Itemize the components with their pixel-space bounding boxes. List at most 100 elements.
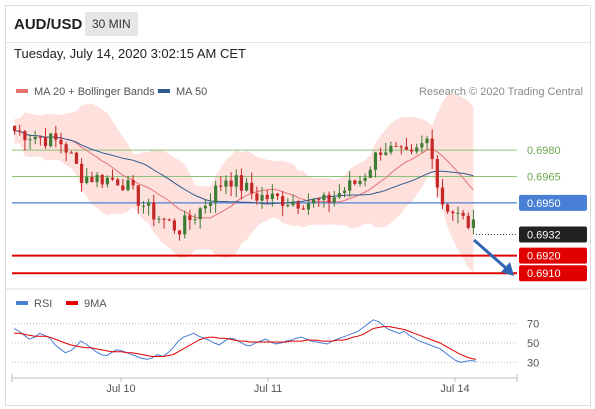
timeframe-badge[interactable]: 30 MIN — [85, 12, 138, 36]
level-label-0.6980: 0.6980 — [527, 145, 561, 157]
candle-body — [332, 197, 336, 203]
candle-body — [95, 174, 99, 183]
forecast-arrow-head — [501, 262, 514, 276]
candle-body — [152, 202, 156, 220]
candle-body — [409, 149, 414, 152]
candle-body — [255, 193, 259, 201]
candle-body — [198, 208, 202, 220]
candle-body — [260, 194, 264, 201]
candle-body — [399, 146, 403, 148]
candle-body — [301, 208, 305, 210]
ma9-legend-label: 9MA — [84, 298, 107, 310]
candle-body — [219, 185, 223, 187]
candle-body — [286, 205, 290, 207]
candle-body — [379, 152, 383, 155]
candle-body — [203, 205, 207, 209]
level-label-0.6965: 0.6965 — [527, 172, 561, 184]
time-tick-label: Jul 10 — [106, 383, 135, 395]
candle-body — [353, 180, 357, 184]
ma9-legend-swatch — [66, 301, 78, 305]
candle-body — [368, 169, 372, 178]
candle-body — [291, 201, 295, 206]
chart-header: AUD/USD 30 MIN — [6, 6, 590, 43]
candle-body — [466, 215, 470, 228]
price-labels: 0.6980 0.6965 0.6950 0.6920 0.6910 0.6932 — [519, 145, 587, 282]
candle-body — [136, 185, 140, 206]
candle-body — [38, 137, 42, 139]
candle-body — [105, 177, 109, 185]
rsi-pane: 70 50 30 — [12, 319, 539, 369]
ma50-line — [14, 130, 474, 205]
candle-body — [234, 175, 238, 187]
candle-body — [100, 174, 104, 185]
ma50-legend-label: MA 50 — [176, 86, 207, 98]
candle-body — [239, 175, 244, 191]
candle-body — [208, 202, 213, 206]
level-badge-0.6920 — [519, 247, 587, 264]
ma20-legend-swatch — [16, 89, 28, 93]
candle-body — [312, 199, 316, 204]
candle-body — [456, 212, 460, 214]
candle-body — [317, 199, 321, 201]
candle-body — [224, 180, 228, 187]
candle-body — [322, 194, 326, 201]
candle-body — [162, 218, 166, 220]
rsi-tick-label: 70 — [527, 319, 539, 331]
candle-body — [404, 146, 408, 150]
candle-body — [69, 152, 73, 154]
candle-body — [306, 203, 311, 210]
candle-body — [183, 215, 187, 235]
rsi-ma9-line — [14, 326, 477, 360]
candle-body — [281, 196, 285, 206]
candle-body — [141, 205, 146, 207]
candle-body — [193, 219, 197, 221]
level-label-0.6950: 0.6950 — [527, 198, 561, 210]
candle-body — [110, 177, 115, 180]
candle-body — [415, 147, 419, 152]
current-price-badge — [519, 226, 587, 243]
candle-body — [451, 211, 455, 214]
candle-body — [384, 152, 388, 155]
candle-body — [389, 145, 393, 153]
candle-body — [229, 180, 233, 187]
candle-body — [337, 192, 341, 198]
candle-body — [54, 133, 58, 140]
candles — [12, 124, 476, 241]
time-tick-label: Jul 14 — [440, 383, 469, 395]
candle-body — [296, 201, 300, 209]
candle-body — [85, 176, 89, 183]
ma20-legend-label: MA 20 + Bollinger Bands — [34, 86, 155, 98]
candle-body — [358, 180, 362, 184]
candle-body — [157, 218, 161, 220]
candle-body — [23, 131, 27, 141]
level-badge-0.6950 — [519, 194, 587, 211]
candle-body — [435, 159, 439, 188]
candle-body — [446, 204, 450, 212]
level-badge-0.6910 — [519, 265, 587, 282]
candle-body — [270, 193, 274, 200]
candle-body — [12, 125, 17, 131]
candle-body — [348, 180, 352, 191]
candle-body — [342, 190, 347, 193]
candle-body — [28, 139, 32, 141]
candle-body — [80, 163, 84, 183]
level-label-0.6910: 0.6910 — [527, 268, 561, 280]
candle-body — [177, 230, 182, 235]
level-label-0.6920: 0.6920 — [527, 251, 561, 263]
rsi-tick-label: 30 — [527, 357, 539, 369]
candle-body — [64, 144, 68, 153]
credit-text: Research © 2020 Trading Central — [419, 86, 583, 98]
candle-body — [33, 137, 37, 140]
candle-body — [461, 212, 465, 216]
candle-body — [188, 215, 192, 221]
candle-body — [373, 152, 378, 170]
forecast-arrow — [473, 238, 514, 276]
candle-body — [425, 138, 429, 144]
candle-body — [244, 182, 249, 191]
chart-datetime: Tuesday, July 14, 2020 3:02:15 AM CET — [14, 46, 246, 61]
candle-body — [74, 152, 79, 164]
forecast-arrow-shaft — [473, 238, 508, 271]
candle-body — [90, 176, 94, 183]
candle-body — [214, 185, 218, 203]
candle-body — [167, 219, 171, 221]
